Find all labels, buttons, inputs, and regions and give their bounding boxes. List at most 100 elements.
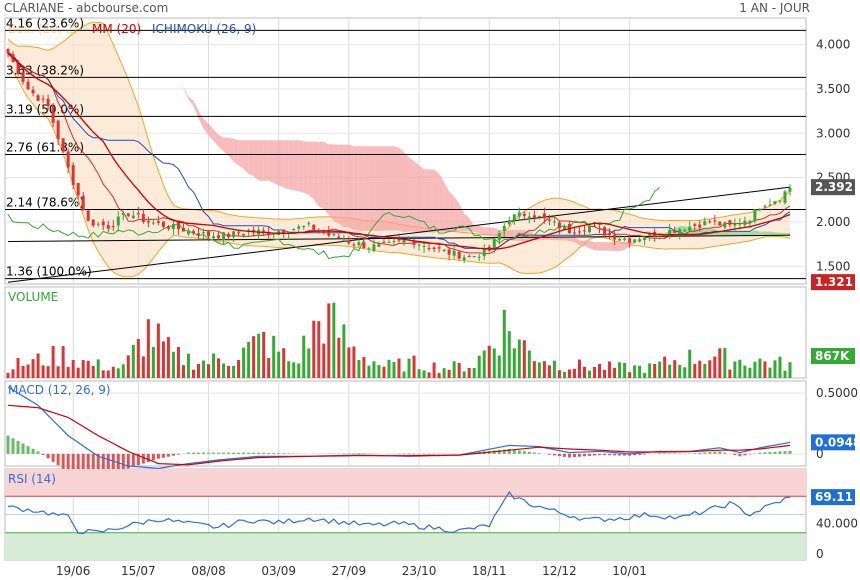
ichimoku-cloud-segment [489,227,495,237]
volume-bar [46,366,50,378]
last-price-label-bg [811,179,855,196]
candle-body [688,226,692,231]
candle-body [207,231,211,237]
candle-body [763,206,767,208]
volume-bar [598,364,602,378]
candle-body [212,236,216,239]
candle-body [272,233,276,235]
rsi-last-label: 69.11 [815,490,853,504]
chikou-line [7,187,661,260]
candle-body [477,256,481,258]
volume-bar [572,368,576,378]
candle-body [176,221,180,229]
ichimoku-cloud-segment [358,146,364,231]
ichimoku-cloud-segment [754,230,760,236]
ichimoku-cloud-segment [584,240,590,249]
ichimoku-cloud-segment [774,232,780,236]
candle-body [658,235,662,237]
volume-bar [582,366,586,378]
ichimoku-cloud-segment [744,232,750,236]
ichimoku-cloud-segment [308,141,314,200]
candle-body [572,232,576,234]
candle-body [151,222,155,224]
ichimoku-cloud-segment [338,144,344,228]
ichimoku-cloud-segment [604,242,610,251]
rsi-last-label-bg [811,489,855,506]
volume-bar [322,343,326,378]
ichimoku-cloud-segment [444,182,450,232]
ichimoku-cloud-segment [198,110,204,129]
volume-bar [457,362,461,378]
candle-body [743,220,747,225]
candle-body [81,195,85,211]
volume-bar [698,360,702,378]
volume-bar [728,369,732,378]
volume-bar [382,366,386,378]
candle-body [362,242,366,249]
ichimoku-cloud-segment [594,242,600,251]
chart-period[interactable]: 1 AN - JOUR [739,1,810,15]
volume-bar [738,359,742,378]
y-tick-label: 2.000 [816,215,850,229]
volume-bar [562,371,566,378]
volume-bar [768,367,772,378]
volume-bar [146,319,150,378]
volume-bar [357,359,361,378]
candle-body [171,224,175,230]
volume-bar [778,356,782,378]
candle-body [31,89,35,94]
volume-bar [683,367,687,378]
volume-bar [302,335,306,378]
volume-bar [623,363,627,378]
candle-body [673,230,677,233]
volume-bar [648,363,652,378]
candle-body [638,239,642,242]
volume-bar [106,370,110,378]
candle-body [6,49,10,54]
low-price-label-bg [811,274,855,291]
ichimoku-cloud-segment [419,165,425,233]
candle-body [372,244,376,251]
volume-bar [126,355,130,378]
volume-last-label: 867K [815,349,850,363]
volume-bar [392,362,396,378]
volume-bar [653,363,657,378]
candle-body [502,225,506,231]
ichimoku-cloud-segment [228,137,234,162]
volume-bar [527,350,531,378]
candle-body [342,240,346,242]
macd-last-label-bg [811,434,855,451]
candle-body [141,213,145,222]
candle-body [723,222,727,228]
candle-body [467,256,471,258]
ichimoku-cloud-segment [328,144,334,222]
candle-body [728,220,732,225]
candle-body [437,247,441,249]
candle-body [282,229,286,233]
volume-bar [522,340,526,378]
volume-title: VOLUME [8,290,58,304]
x-tick-label: 03/09 [261,564,296,578]
ichimoku-cloud-segment [769,231,775,236]
candle-body [217,235,221,239]
volume-bar [121,364,125,378]
volume-bar [307,348,311,378]
volume-bar [517,339,521,378]
volume-bar [282,348,286,378]
volume-bar [342,324,346,378]
volume-bar [116,368,120,378]
volume-bar [587,370,591,378]
ichimoku-cloud-segment [439,173,445,232]
volume-bar [257,333,261,378]
candle-body [457,251,461,259]
candle-body [472,256,476,258]
volume-bar [141,356,145,378]
volume-bar [462,371,466,378]
volume-bar [51,346,55,378]
candle-body [347,240,351,244]
mm-legend: MM (20) [92,22,141,36]
volume-bar [166,337,170,378]
volume-bar [753,361,757,378]
candle-body [232,231,236,237]
candle-body [587,226,591,233]
